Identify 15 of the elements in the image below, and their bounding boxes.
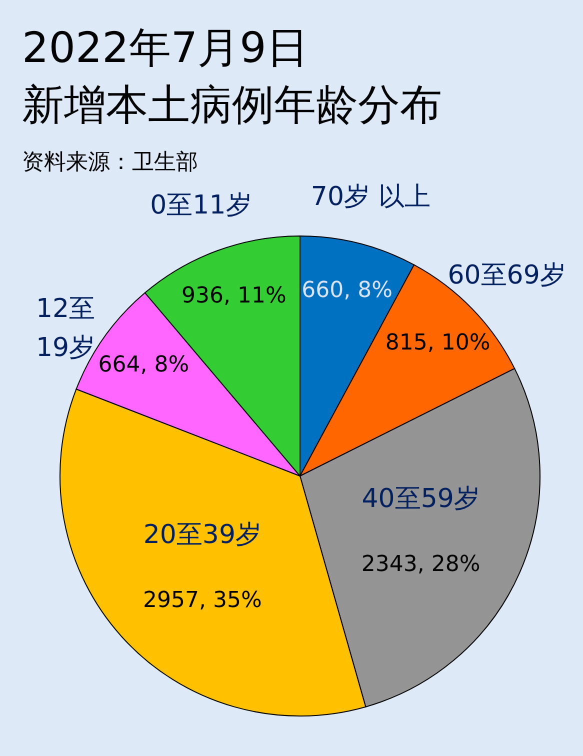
slice-label: 60至69岁	[448, 260, 566, 291]
text: 资料来源：卫生部	[22, 150, 198, 175]
chart-title: 2022年7月9日	[22, 23, 308, 72]
slice-label: 20至39岁	[143, 520, 262, 550]
data-label: 664, 8%	[98, 352, 190, 378]
data-label: 660, 8%	[302, 278, 392, 303]
data-label: 815, 10%	[385, 330, 490, 356]
data-label: 2957, 35%	[142, 588, 262, 613]
slice-label: 12至19岁	[36, 294, 96, 363]
data-label: 2343, 28%	[361, 552, 480, 578]
data-label: 936, 11%	[182, 284, 286, 309]
slice-label: 70岁 以上	[310, 182, 430, 212]
slice-label: 40至59岁	[362, 484, 480, 514]
slice-label: 0至11岁	[150, 190, 252, 221]
chart-subtitle: 新增本土病例年龄分布	[22, 80, 442, 129]
